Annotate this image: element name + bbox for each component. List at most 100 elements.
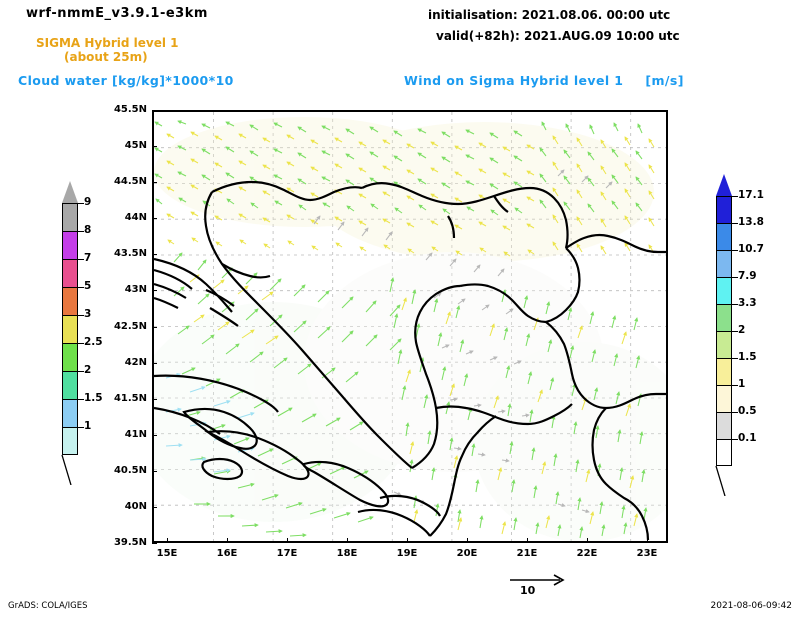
- colorbar-top-cap: [62, 181, 78, 203]
- colorbar-tick: [730, 331, 738, 332]
- y-axis-label: 41N: [124, 428, 147, 440]
- colorbar-tick: [76, 231, 84, 232]
- initialisation-time: initialisation: 2021.08.06. 00:00 utc: [428, 8, 671, 22]
- colorbar-tick: [730, 385, 738, 386]
- colorbar-segment: [716, 358, 732, 385]
- colorbar-tick: [730, 223, 738, 224]
- x-axis-label: 21E: [516, 548, 538, 559]
- y-axis-tick: [152, 398, 157, 400]
- colorbar-tick: [76, 315, 84, 316]
- x-axis-label: 15E: [156, 548, 178, 559]
- colorbar-label: 2: [738, 324, 746, 336]
- country-borders: [361, 182, 666, 541]
- colorbar-segment: [62, 371, 78, 399]
- colorbar-segment: [62, 287, 78, 315]
- colorbar-tick: [730, 277, 738, 278]
- x-axis-tick: [467, 538, 468, 543]
- colorbar-tick: [730, 196, 738, 197]
- colorbar-label: 8: [84, 224, 92, 236]
- y-axis-label: 39.5N: [113, 537, 147, 548]
- y-axis-tick: [152, 254, 157, 256]
- colorbar-label: 0.5: [738, 405, 757, 417]
- colorbar-label: 1: [738, 378, 746, 390]
- right-variable-name: Wind on Sigma Hybrid level 1: [404, 73, 624, 88]
- colorbar-body: [716, 196, 732, 466]
- colorbar-label: 17.1: [738, 189, 764, 201]
- colorbar-label: 5: [84, 280, 92, 292]
- coastlines: [154, 180, 441, 537]
- colorbar-tick: [76, 203, 84, 204]
- x-axis-tick: [347, 538, 348, 543]
- x-axis-tick: [527, 538, 528, 543]
- colorbar-label: 7.9: [738, 270, 757, 282]
- colorbar-segment: [716, 331, 732, 358]
- y-axis-label: 40.5N: [113, 464, 147, 476]
- x-axis-tick: [227, 538, 228, 543]
- left-variable-title: Cloud water [kg/kg]*1000*10: [18, 73, 234, 88]
- colorbar-tick: [76, 399, 84, 400]
- right-variable-unit: [m/s]: [645, 73, 684, 88]
- colorbar-tick: [730, 439, 738, 440]
- colorbar-segment: [62, 259, 78, 287]
- y-axis-tick: [152, 110, 157, 111]
- colorbar-label: 3: [84, 308, 92, 320]
- colorbar-label: 2.5: [84, 336, 103, 348]
- y-axis-tick: [152, 470, 157, 472]
- colorbar-tick: [730, 304, 738, 305]
- colorbar-bottom-cap: [712, 465, 732, 497]
- y-axis-tick: [152, 182, 157, 184]
- colorbar-tick: [730, 412, 738, 413]
- colorbar-tick: [76, 427, 84, 428]
- y-axis-label: 44N: [124, 212, 147, 224]
- colorbar-label: 13.8: [738, 216, 764, 228]
- colorbar-tick: [76, 371, 84, 372]
- x-axis-label: 19E: [396, 548, 418, 559]
- colorbar-label: 10.7: [738, 243, 764, 255]
- colorbar-segment: [716, 277, 732, 304]
- x-axis-label: 17E: [276, 548, 298, 559]
- colorbar-top-cap: [716, 174, 732, 196]
- reference-vector-label: 10: [520, 584, 536, 597]
- colorbar-label: 1: [84, 420, 92, 432]
- y-axis-label: 41.5N: [113, 392, 147, 404]
- colorbar-tick: [76, 287, 84, 288]
- y-axis-tick: [152, 434, 157, 436]
- x-axis-tick: [167, 538, 168, 543]
- map-vector-layer: [154, 112, 666, 541]
- y-axis-tick: [152, 326, 157, 328]
- x-axis-label: 18E: [336, 548, 358, 559]
- y-axis-tick: [152, 290, 157, 292]
- generation-timestamp: 2021-08-06-09:42: [710, 601, 793, 611]
- x-axis-tick: [407, 538, 408, 543]
- colorbar-label: 9: [84, 196, 92, 208]
- colorbar-segment: [716, 250, 732, 277]
- valid-time: valid(+82h): 2021.AUG.09 10:00 utc: [436, 29, 680, 43]
- grads-credit: GrADS: COLA/IGES: [8, 601, 88, 611]
- y-axis-tick: [152, 146, 157, 148]
- y-axis-label: 45.5N: [113, 104, 147, 115]
- x-axis-label: 20E: [456, 548, 478, 559]
- colorbar-tick: [730, 250, 738, 251]
- colorbar-segment: [62, 427, 78, 455]
- y-axis-label: 45N: [124, 140, 147, 152]
- x-axis-tick: [287, 538, 288, 543]
- colorbar-label: 0.1: [738, 432, 757, 444]
- x-axis-label: 22E: [576, 548, 598, 559]
- map-canvas: [154, 112, 666, 541]
- level-label-line2: (about 25m): [64, 50, 148, 64]
- colorbar-segment: [716, 196, 732, 223]
- colorbar-segment: [62, 343, 78, 371]
- colorbar-segment: [716, 304, 732, 331]
- y-axis-tick: [152, 218, 157, 220]
- colorbar-label: 2: [84, 364, 92, 376]
- right-variable-title: Wind on Sigma Hybrid level 1 [m/s]: [404, 73, 684, 88]
- colorbar-segment: [62, 315, 78, 343]
- map-plot-area: [152, 110, 668, 543]
- y-axis-label: 44.5N: [113, 176, 147, 188]
- y-axis-label: 40N: [124, 500, 147, 512]
- y-axis-tick: [152, 362, 157, 364]
- y-axis-label: 42N: [124, 356, 147, 368]
- y-axis-label: 43.5N: [113, 248, 147, 260]
- colorbar-label: 1.5: [84, 392, 103, 404]
- colorbar-segment: [716, 439, 732, 466]
